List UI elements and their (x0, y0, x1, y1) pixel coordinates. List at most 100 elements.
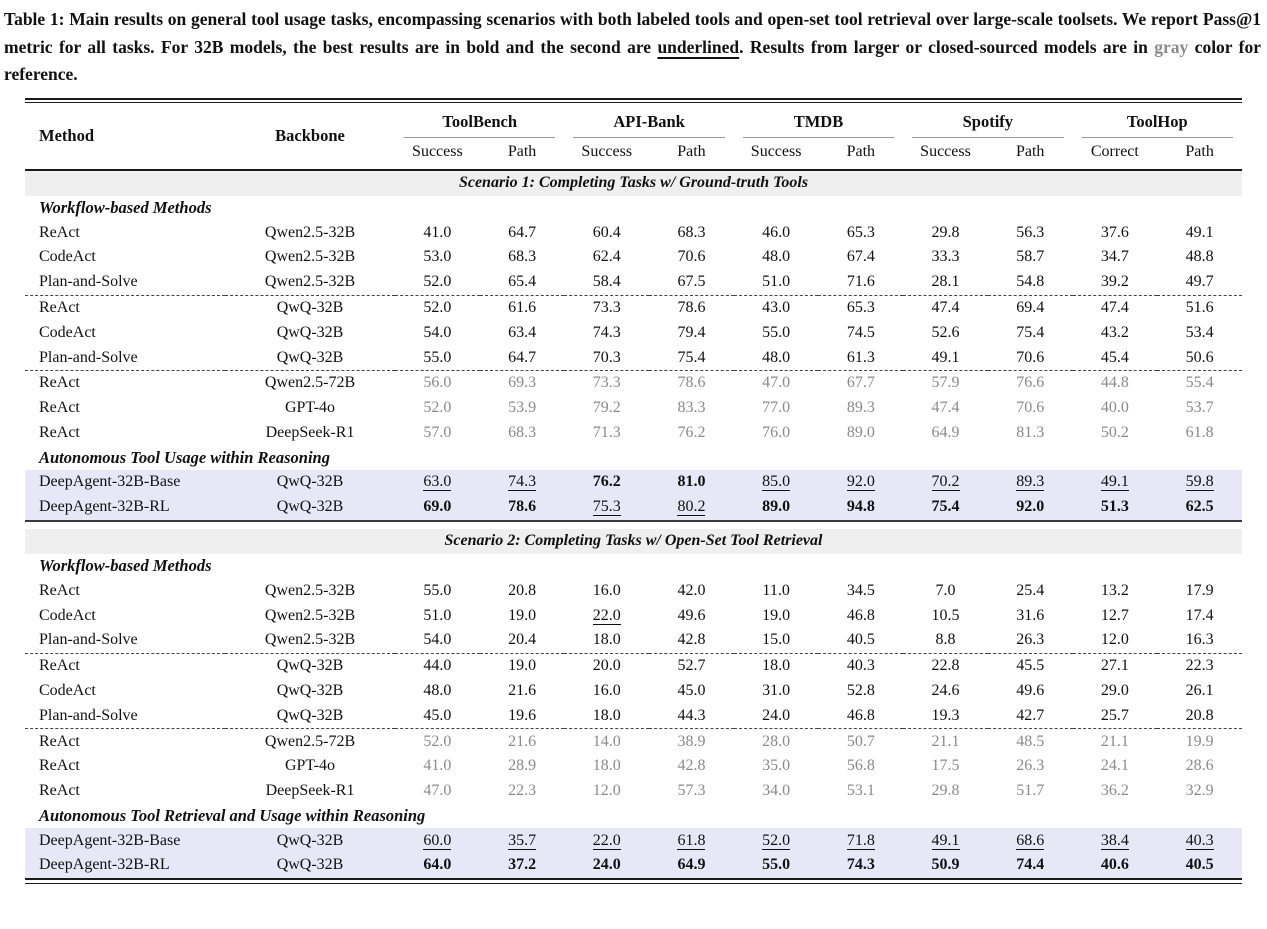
value-cell: 57.0 (423, 423, 452, 441)
method-cell: CodeAct (39, 323, 96, 341)
value-cell: 38.9 (677, 732, 706, 750)
value-cell: 59.8 (1157, 470, 1242, 495)
value-cell: 44.8 (1100, 374, 1129, 392)
value-cell: 29.8 (931, 782, 960, 800)
value-cell: 75.4 (903, 494, 988, 521)
value-cell: 77.0 (762, 399, 791, 417)
value-cell: 94.8 (818, 494, 904, 521)
col-group-label: TMDB (742, 112, 895, 138)
value-cell: 64.7 (508, 223, 537, 241)
underlined-value: 68.6 (1016, 831, 1045, 850)
value-cell: 48.0 (762, 248, 791, 266)
method-cell: ReAct (39, 782, 80, 800)
underlined-value: 70.2 (931, 473, 960, 492)
method-cell: DeepAgent-32B-Base (25, 828, 226, 854)
value-cell: 57.3 (677, 782, 706, 800)
value-cell: 43.0 (762, 299, 791, 317)
value-cell: 89.0 (846, 423, 875, 441)
value-cell: 70.6 (1016, 399, 1045, 417)
col-group-label: Spotify (912, 112, 1064, 138)
value-cell: 34.5 (846, 581, 875, 599)
backbone-cell: QwQ-32B (225, 853, 396, 878)
method-group-label-row: Autonomous Tool Retrieval and Usage with… (25, 803, 1242, 828)
method-group-label: Workflow-based Methods (39, 556, 212, 576)
underlined-value: 38.4 (1100, 831, 1129, 850)
value-cell: 48.0 (423, 681, 452, 699)
value-cell: 61.3 (818, 345, 904, 371)
caption-segment: . Results from larger or closed-sourced … (739, 36, 1155, 57)
value-cell: 17.5 (931, 757, 960, 775)
value-cell: 34.7 (1100, 248, 1129, 266)
backbone-cell: Qwen2.5-32B (225, 628, 396, 654)
value-cell: 40.3 (1157, 828, 1242, 854)
result-row: ReAct Qwen2.5-72B 52.0 21.6 14.0 38.9 28.0 50.7… (25, 729, 1242, 754)
result-row: Plan-and-Solve QwQ-32B 55.0 64.7 70.3 75.4 48.… (25, 345, 1242, 371)
backbone-cell: QwQ-32B (276, 657, 344, 675)
caption-segment: Table 1: Main results on general tool us… (4, 9, 1261, 57)
value-cell: 12.7 (1100, 606, 1129, 624)
value-cell: 52.0 (423, 399, 452, 417)
value-cell: 67.7 (846, 374, 875, 392)
underlined-value: 89.3 (1016, 473, 1045, 492)
caption-segment: color for reference. (4, 36, 1261, 85)
value-cell: 45.4 (1072, 345, 1158, 371)
method-group-label-row: Workflow-based Methods (25, 554, 1242, 579)
method-cell: DeepAgent-32B-RL (25, 853, 226, 878)
col-group-label: ToolBench (404, 112, 556, 138)
value-cell: 25.4 (1016, 581, 1045, 599)
value-cell: 69.4 (1016, 299, 1045, 317)
value-cell: 7.0 (935, 581, 956, 599)
table-top-rule (25, 97, 1242, 103)
result-row: DeepAgent-32B-RL QwQ-32B 64.0 37.2 24.0 64.9 5… (25, 853, 1242, 878)
value-cell: 53.4 (1185, 323, 1214, 341)
value-cell: 58.4 (564, 269, 650, 296)
method-cell: ReAct (39, 732, 80, 750)
value-cell: 49.7 (1157, 269, 1242, 296)
value-cell: 52.7 (677, 657, 706, 675)
value-cell: 70.2 (903, 470, 988, 495)
value-cell: 20.0 (592, 657, 621, 675)
method-cell: ReAct (39, 423, 80, 441)
result-row: ReAct Qwen2.5-32B 41.0 64.7 60.4 68.3 46.0 65.3… (25, 220, 1242, 245)
value-cell: 24.0 (564, 853, 650, 878)
backbone-cell: GPT-4o (284, 757, 336, 775)
method-group-label: Workflow-based Methods (39, 197, 212, 217)
value-cell: 19.9 (1185, 732, 1214, 750)
table-head: Method Backbone ToolBench API-Bank TMDB Spoti… (25, 103, 1242, 170)
backbone-cell: Qwen2.5-32B (264, 223, 356, 241)
value-cell: 28.1 (903, 269, 988, 296)
value-cell: 71.3 (592, 423, 621, 441)
value-cell: 13.2 (1100, 581, 1129, 599)
value-cell: 69.3 (508, 374, 537, 392)
table-bottom-rule (25, 877, 1242, 884)
value-cell: 60.4 (592, 223, 621, 241)
underlined-value: 75.3 (592, 498, 621, 517)
value-cell: 20.4 (479, 628, 565, 654)
value-cell: 19.0 (762, 606, 791, 624)
value-cell: 16.3 (1157, 628, 1242, 654)
result-row: Plan-and-Solve Qwen2.5-32B 52.0 65.4 58.4 67.… (25, 269, 1242, 296)
value-cell: 52.0 (423, 299, 452, 317)
value-cell: 48.5 (1016, 732, 1045, 750)
result-row: CodeAct QwQ-32B 48.0 21.6 16.0 45.0 31.0 52.8 24… (25, 679, 1242, 704)
underlined-value: 74.3 (508, 473, 537, 492)
table-caption: Table 1: Main results on general tool us… (4, 6, 1261, 89)
value-cell: 62.4 (592, 248, 621, 266)
value-cell: 27.1 (1100, 657, 1129, 675)
value-cell: 55.4 (1185, 374, 1214, 392)
value-cell: 74.4 (987, 853, 1073, 878)
value-cell: 45.0 (677, 681, 706, 699)
method-cell: Plan-and-Solve (25, 345, 226, 371)
value-cell: 17.9 (1185, 581, 1214, 599)
value-cell: 75.4 (1016, 323, 1045, 341)
method-cell: Plan-and-Solve (25, 703, 226, 730)
value-cell: 28.0 (762, 732, 791, 750)
value-cell: 70.6 (677, 248, 706, 266)
value-cell: 20.8 (508, 581, 537, 599)
value-cell: 50.9 (903, 853, 988, 878)
value-cell: 44.0 (423, 657, 452, 675)
value-cell: 51.7 (1016, 782, 1045, 800)
method-cell: DeepAgent-32B-RL (25, 494, 226, 521)
value-cell: 42.7 (987, 703, 1073, 730)
value-cell: 52.0 (395, 269, 480, 296)
